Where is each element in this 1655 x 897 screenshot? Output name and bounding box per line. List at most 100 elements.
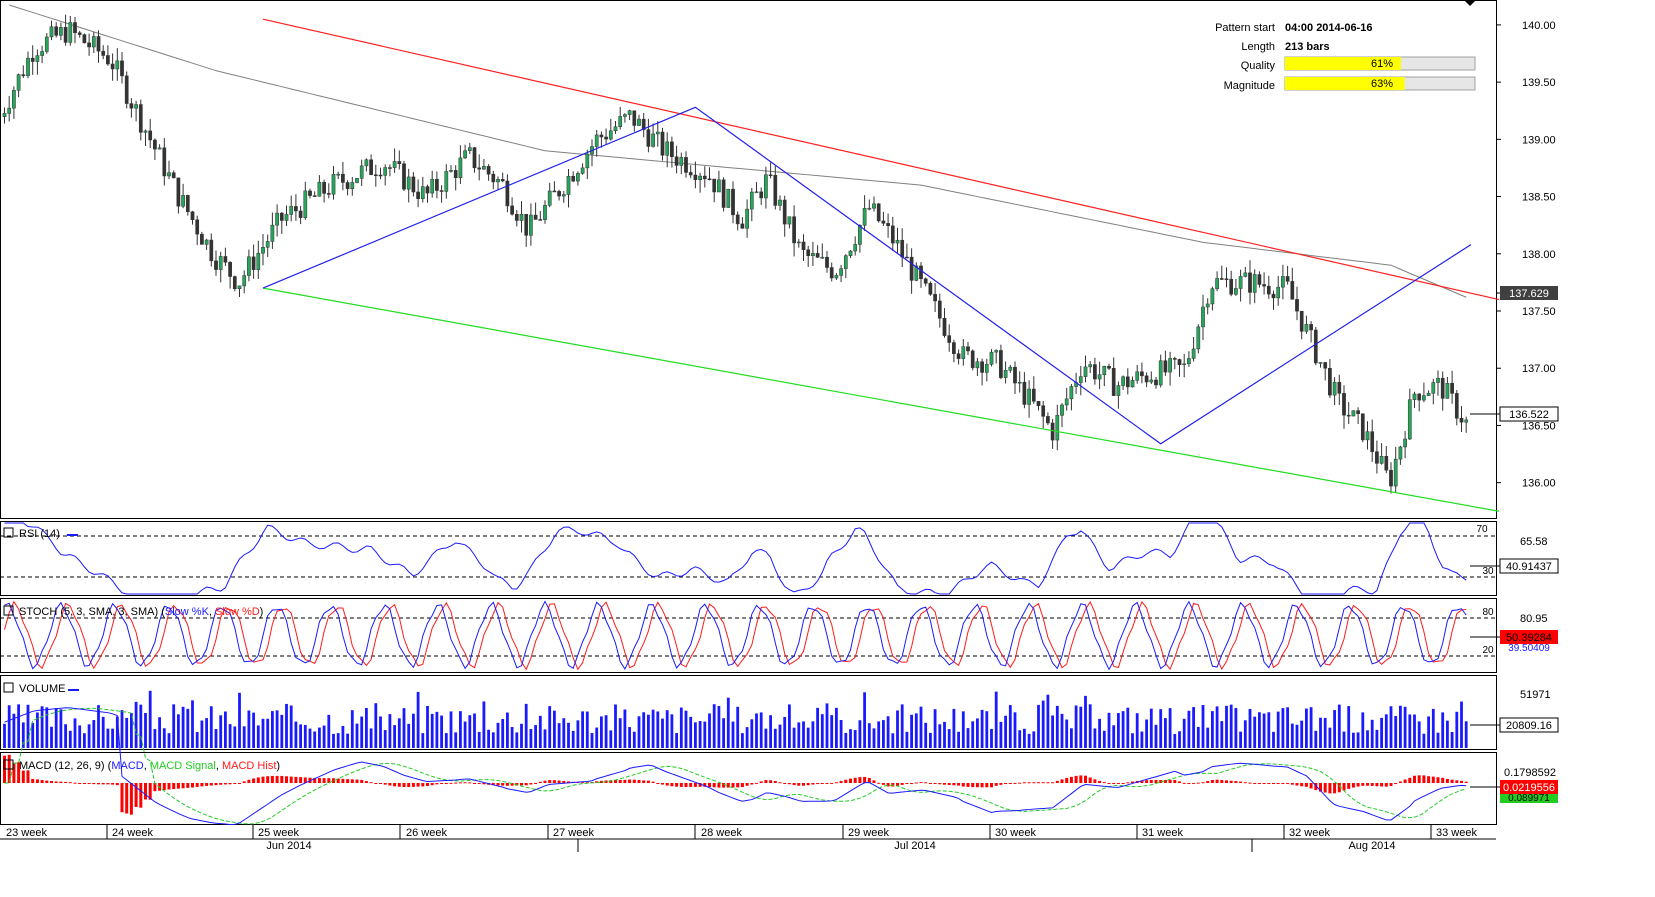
candle: [138, 99, 143, 141]
candle: [1257, 271, 1262, 288]
candle: [952, 339, 956, 363]
volume-bar: [529, 729, 533, 748]
volume-bar: [1370, 719, 1374, 748]
candle: [937, 293, 942, 328]
candle: [933, 283, 937, 312]
macd-toggle-icon[interactable]: [3, 759, 14, 770]
volume-bar: [1450, 731, 1454, 748]
stoch-toggle-icon[interactable]: [3, 605, 14, 616]
candle: [1121, 375, 1125, 390]
volume-bar: [1140, 731, 1144, 748]
volume-bar: [994, 691, 998, 748]
volume-bar: [1248, 708, 1252, 748]
candle: [1426, 390, 1431, 396]
week-label: 33 week: [1436, 827, 1477, 839]
volume-bar: [679, 707, 683, 748]
price-tick: 140.00: [1522, 20, 1556, 32]
candle: [1360, 413, 1365, 443]
volume-bars: [3, 690, 1468, 748]
candle: [472, 146, 477, 173]
candle: [30, 45, 35, 75]
volume-bar: [689, 716, 693, 748]
pattern-start-label: Pattern start: [1215, 22, 1275, 34]
volume-bar: [553, 710, 556, 748]
volume-bar: [1403, 706, 1407, 748]
volume-bar: [1070, 728, 1073, 748]
candle: [778, 195, 782, 211]
candle: [157, 144, 162, 150]
volume-bar: [374, 703, 378, 748]
candle: [1168, 351, 1172, 386]
candle: [63, 14, 68, 46]
volume-bar: [17, 704, 20, 748]
candle: [392, 148, 397, 173]
candle: [1215, 271, 1219, 292]
scroll-marker-icon[interactable]: [1464, 0, 1476, 6]
candle: [1403, 431, 1407, 459]
volume-bar: [581, 711, 584, 748]
candle: [68, 16, 73, 46]
candle: [1351, 410, 1356, 417]
volume-bar: [1079, 706, 1083, 748]
macd-tick: 0.1798592: [1504, 767, 1556, 779]
candle: [91, 32, 96, 53]
volume-bar: [365, 708, 368, 748]
volume-bar: [106, 728, 110, 748]
macd-panel: MACD (12, 26, 9) (MACD, MACD Signal, MAC…: [0, 707, 1558, 825]
candle: [1375, 440, 1379, 474]
volume-bar: [520, 723, 523, 748]
week-label: 24 week: [112, 827, 153, 839]
candle: [167, 160, 171, 180]
volume-bar: [350, 710, 354, 748]
volume-bar: [430, 713, 434, 748]
candle: [688, 165, 693, 179]
volume-bar: [1192, 707, 1195, 748]
candle: [294, 194, 298, 221]
volume-bar: [1427, 716, 1430, 748]
candle: [1083, 355, 1088, 383]
candle: [143, 129, 148, 146]
rsi-toggle-icon[interactable]: [3, 527, 14, 538]
magnitude-meter-fill: [1285, 77, 1405, 90]
candle: [693, 161, 698, 189]
candle: [853, 236, 858, 256]
candle: [759, 187, 764, 205]
candle: [96, 30, 101, 63]
volume-bar: [1037, 704, 1040, 748]
volume-bar: [303, 724, 307, 748]
volume-bar: [557, 723, 561, 748]
volume-toggle-icon[interactable]: [3, 682, 14, 693]
volume-bar: [1065, 719, 1069, 748]
week-label: 26 week: [406, 827, 447, 839]
candle: [914, 262, 919, 282]
candle: [890, 216, 895, 251]
candle: [1088, 361, 1093, 374]
time-axis: 23 week 24 week 25 week 26 week 27 week 28 we…: [0, 825, 1496, 852]
volume-bar: [1441, 712, 1445, 748]
candle: [984, 358, 989, 382]
candle: [740, 217, 745, 229]
candle: [214, 250, 218, 276]
candle: [524, 214, 529, 247]
candle: [881, 211, 886, 226]
volume-bar: [1206, 727, 1210, 748]
candle: [110, 53, 115, 81]
volume-bar: [506, 712, 509, 748]
candle: [1445, 376, 1450, 399]
candle: [204, 238, 209, 250]
candle: [796, 239, 801, 248]
volume-bar: [59, 709, 63, 748]
candle: [514, 210, 519, 227]
volume-bar: [816, 707, 819, 748]
volume-bar: [1399, 705, 1402, 748]
candle: [298, 205, 303, 225]
volume-bar: [115, 716, 119, 748]
candle: [1182, 353, 1187, 378]
volume-bar: [31, 722, 35, 748]
volume-bar: [900, 704, 904, 748]
candle: [1285, 265, 1290, 285]
candle: [406, 168, 411, 203]
volume-bar: [322, 725, 326, 748]
volume-bar: [68, 730, 72, 748]
candle: [1313, 326, 1318, 366]
